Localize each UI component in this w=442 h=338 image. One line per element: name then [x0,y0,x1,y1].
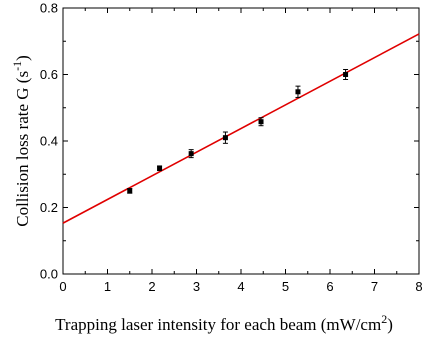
data-points [127,69,349,194]
x-axis-title-superscript: 2 [381,312,387,326]
x-tick-label: 8 [415,279,422,294]
y-tick-label: 0.4 [40,134,58,149]
x-tick-label: 7 [371,279,378,294]
data-point [157,165,163,171]
y-tick-label: 0.0 [40,267,58,282]
x-tick-label: 5 [282,279,289,294]
axes: 0 1 2 3 4 5 6 7 8 0.0 0.2 0.4 0.6 0.8 [40,1,423,295]
fit-line-group [62,33,420,224]
x-tick-label: 3 [193,279,200,294]
data-point [127,188,133,194]
x-axis-title-suffix: ) [387,315,393,334]
data-point [188,151,194,157]
x-tick-label: 1 [104,279,111,294]
x-tick-label: 0 [59,279,66,294]
x-tick-label: 2 [148,279,155,294]
x-tick-label: 6 [326,279,333,294]
data-point [295,89,301,95]
y-axis-title-suffix: ) [13,55,32,61]
y-axis-title: Collision loss rate G (s-1) [10,55,32,227]
data-point [222,135,228,141]
data-point [258,119,264,125]
plot-frame [62,7,420,275]
y-tick-label: 0.8 [40,1,58,16]
x-tick-label: 4 [237,279,244,294]
y-tick-label: 0.2 [40,200,58,215]
x-axis-title-main: Trapping laser intensity for each beam (… [55,315,381,334]
y-axis-title-main: Collision loss rate G (s [13,71,32,227]
y-axis-title-superscript: -1 [10,61,24,71]
fit-line [62,33,420,224]
data-point [343,72,349,77]
x-axis-title: Trapping laser intensity for each beam (… [55,312,393,334]
y-tick-label: 0.6 [40,67,58,82]
